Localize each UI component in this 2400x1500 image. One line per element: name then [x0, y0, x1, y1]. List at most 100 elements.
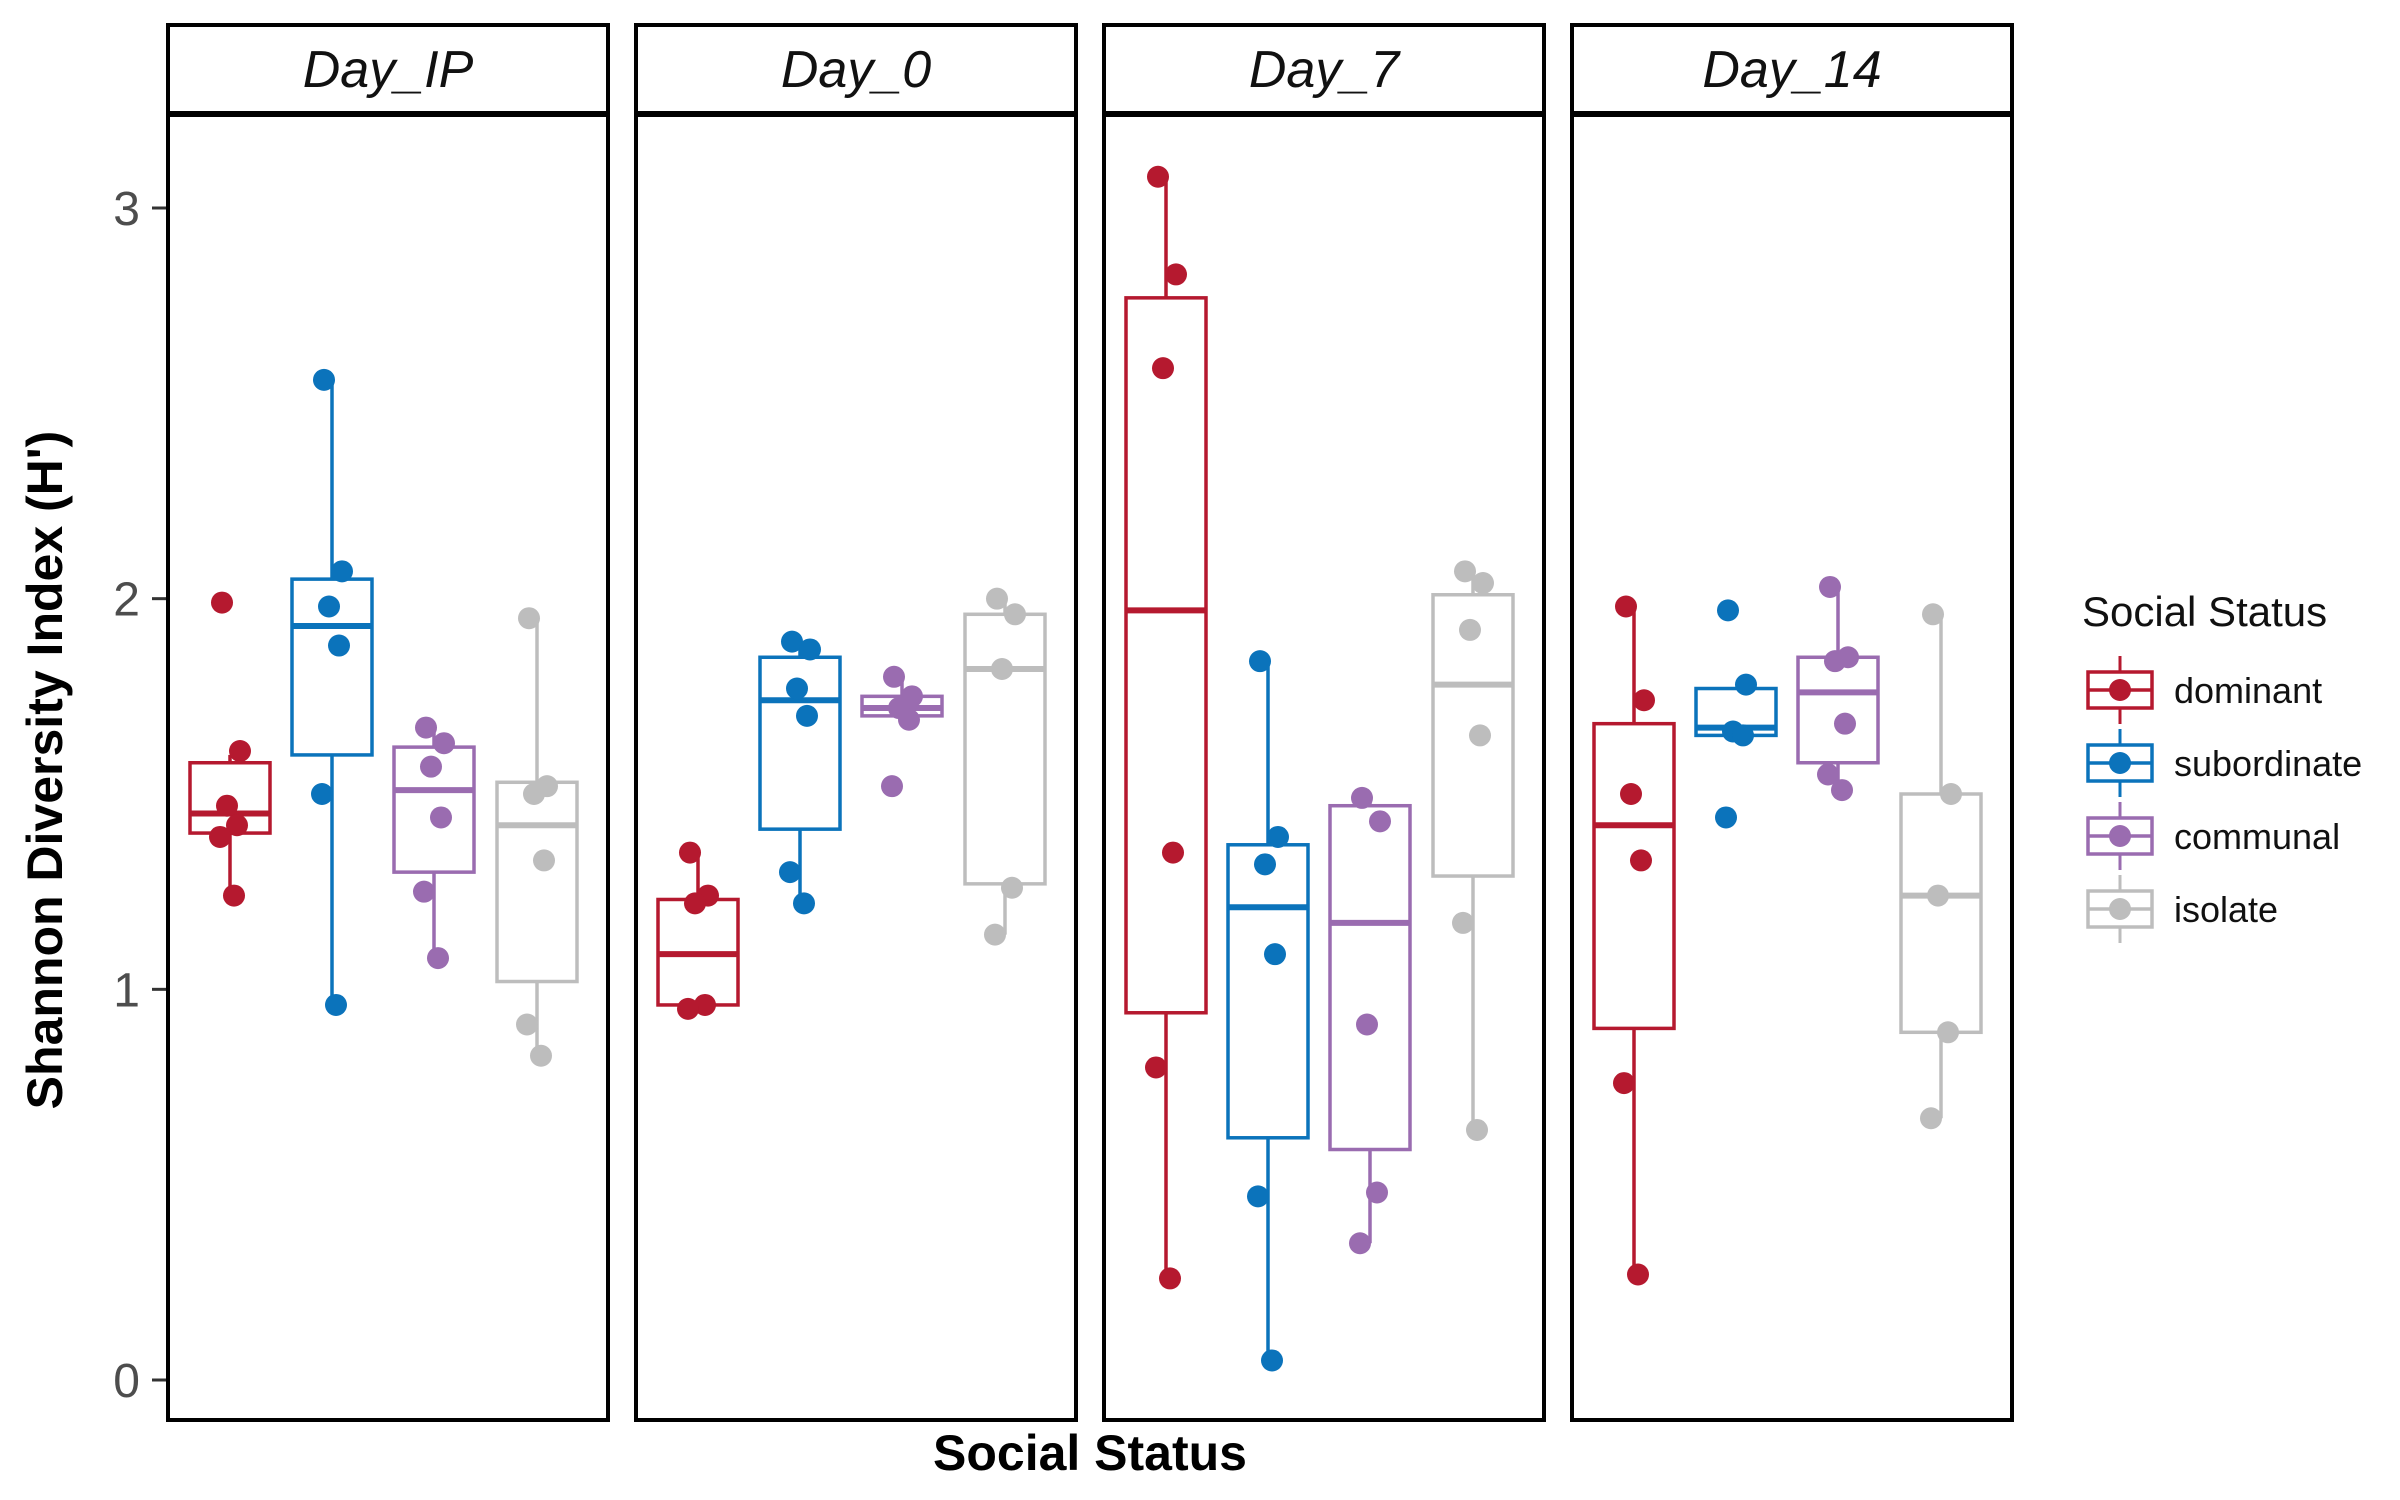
data-point: [1254, 853, 1276, 876]
legend-item-isolate: isolate: [2086, 875, 2278, 943]
data-point: [1369, 810, 1391, 833]
data-point: [1819, 575, 1841, 598]
data-point: [1940, 783, 1962, 805]
box-isolate: [495, 607, 579, 1067]
data-point: [1162, 841, 1184, 864]
box-isolate: [963, 587, 1047, 946]
x-axis-title: Social Status: [933, 1425, 1247, 1481]
legend-title: Social Status: [2082, 588, 2327, 635]
box-iqr: [963, 612, 1047, 886]
box-iqr: [1328, 803, 1412, 1152]
data-point: [226, 814, 248, 837]
data-point: [533, 849, 555, 872]
data-point: [1922, 603, 1944, 626]
box-communal: [1328, 786, 1412, 1255]
data-point: [1349, 1232, 1371, 1255]
y-axis-title: Shannon Diversity Index (H'): [17, 431, 73, 1110]
legend-key-point: [2109, 752, 2131, 774]
legend-item-subordinate: subordinate: [2086, 729, 2362, 797]
y-tick-label: 3: [113, 183, 140, 236]
data-point: [779, 861, 801, 884]
data-point: [799, 638, 821, 661]
data-point: [1454, 560, 1476, 583]
data-point: [1264, 943, 1286, 966]
data-point: [1249, 650, 1271, 673]
data-point: [1732, 724, 1754, 747]
box-subordinate: [290, 368, 374, 1016]
box-isolate: [1431, 560, 1515, 1141]
facet-strip: [634, 23, 1078, 115]
data-point: [1613, 1072, 1635, 1095]
legend-label: dominant: [2174, 670, 2322, 711]
data-point: [1834, 712, 1856, 735]
box-iqr: [1592, 721, 1676, 1031]
data-point: [413, 880, 435, 903]
data-point: [984, 923, 1006, 946]
legend: Social Status dominant subordinate communa…: [2082, 588, 2362, 943]
legend-label: subordinate: [2174, 743, 2362, 784]
data-point: [223, 884, 245, 907]
data-point: [211, 591, 233, 614]
data-point: [1159, 1267, 1181, 1290]
box-subordinate: [1226, 650, 1310, 1372]
data-point: [311, 783, 333, 805]
data-point: [881, 775, 903, 798]
box-iqr: [758, 655, 842, 831]
data-point: [331, 560, 353, 583]
data-point: [898, 708, 920, 731]
data-point: [694, 993, 716, 1016]
data-point: [1147, 165, 1169, 188]
data-point: [1261, 1349, 1283, 1372]
data-point: [1001, 876, 1023, 899]
data-point: [786, 677, 808, 700]
data-point: [1717, 599, 1739, 622]
data-point: [1937, 1021, 1959, 1044]
data-point: [1469, 724, 1491, 747]
data-point: [1145, 1056, 1167, 1079]
box-dominant: [656, 841, 740, 1020]
data-point: [1452, 911, 1474, 934]
legend-label: isolate: [2174, 889, 2278, 930]
box-subordinate: [758, 630, 842, 915]
data-point: [530, 1044, 552, 1067]
legend-item-communal: communal: [2086, 802, 2340, 870]
data-point: [318, 595, 340, 618]
box-iqr: [1124, 296, 1208, 1015]
data-point: [1735, 673, 1757, 696]
data-point: [1152, 357, 1174, 380]
facet-strip: [166, 23, 610, 115]
facet-panel-day_14: Day_14: [1570, 23, 2014, 1422]
box-subordinate: [1694, 599, 1778, 829]
y-axis: 0 1 2 3: [113, 183, 166, 1408]
data-point: [1817, 763, 1839, 786]
facet-strip-label: Day_14: [1702, 41, 1881, 99]
box-iqr: [1899, 792, 1983, 1035]
box-iqr: [495, 780, 579, 984]
data-point: [516, 1013, 538, 1036]
data-point: [679, 841, 701, 864]
data-point: [1824, 650, 1846, 673]
data-point: [1267, 825, 1289, 848]
data-point: [684, 892, 706, 915]
data-point: [986, 587, 1008, 610]
facet-strip-label: Day_0: [781, 41, 931, 99]
data-point: [793, 892, 815, 915]
data-point: [415, 716, 437, 739]
box-communal: [1796, 575, 1880, 802]
box-dominant: [1124, 165, 1208, 1290]
box-communal: [860, 665, 944, 798]
data-point: [1627, 1263, 1649, 1286]
y-tick-label: 0: [113, 1355, 140, 1408]
data-point: [1351, 786, 1373, 809]
data-point: [1633, 689, 1655, 712]
facet-strip-label: Day_IP: [303, 41, 474, 99]
data-point: [796, 704, 818, 727]
data-point: [1004, 603, 1026, 626]
legend-key-point: [2109, 679, 2131, 701]
y-tick-label: 1: [113, 964, 140, 1017]
data-point: [1459, 618, 1481, 641]
legend-label: communal: [2174, 816, 2340, 857]
data-point: [433, 732, 455, 755]
facet-panels: Day_IP Day_0 Day_7 Day_14: [166, 23, 2014, 1422]
